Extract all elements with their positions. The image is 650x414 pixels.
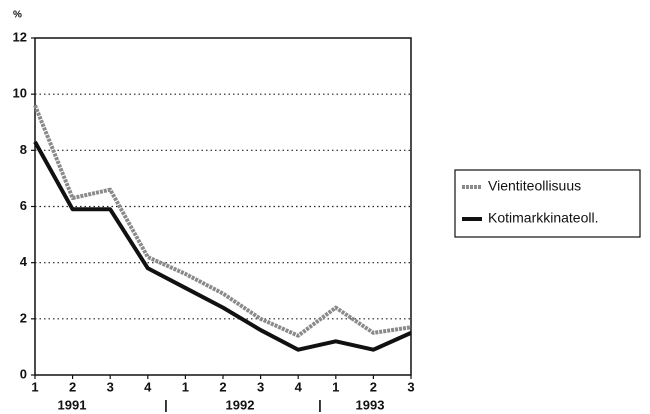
year-label: 1991 (58, 397, 87, 412)
x-tick-label: 1 (31, 379, 38, 394)
x-tick-label: 4 (144, 379, 152, 394)
x-tick-label: 3 (407, 379, 414, 394)
x-tick-label: 1 (332, 379, 339, 394)
legend-box (454, 169, 641, 238)
x-tick-label: 2 (69, 379, 76, 394)
legend-label: Vientiteollisuus (488, 178, 581, 194)
y-tick-label: 6 (20, 198, 27, 213)
series-line (33, 104, 412, 338)
year-label: 1992 (226, 397, 255, 412)
y-tick-label: 8 (20, 142, 27, 157)
x-tick-label: 2 (370, 379, 377, 394)
year-separator: | (318, 397, 322, 412)
x-tick-label: 3 (257, 379, 264, 394)
y-tick-label: 12 (13, 29, 27, 44)
y-tick-label: 4 (20, 254, 28, 269)
year-separator: | (164, 397, 168, 412)
year-label: 1993 (356, 397, 385, 412)
y-tick-label: 2 (20, 310, 27, 325)
y-tick-label: 10 (13, 86, 27, 101)
x-tick-label: 4 (295, 379, 303, 394)
legend-label: Kotimarkkinateoll. (488, 210, 599, 226)
x-tick-label: 2 (219, 379, 226, 394)
y-axis-label: % (13, 10, 22, 21)
x-tick-label: 1 (182, 379, 189, 394)
x-tick-label: 3 (107, 379, 114, 394)
series-line (33, 140, 412, 352)
y-tick-label: 0 (20, 366, 27, 381)
